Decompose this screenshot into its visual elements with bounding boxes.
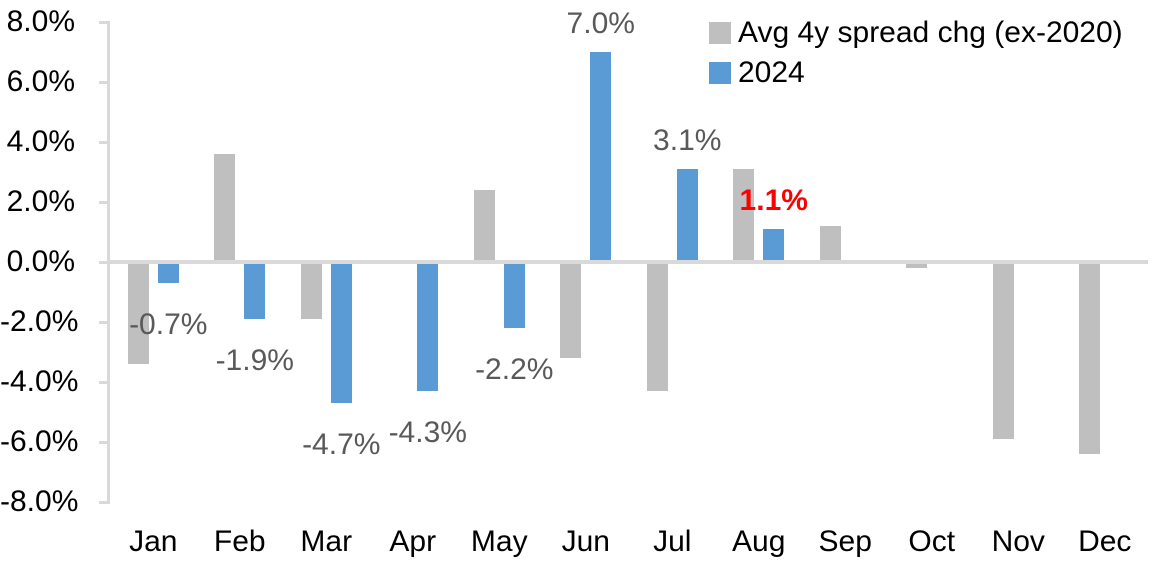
y-axis-tick-label: 6.0%: [6, 65, 75, 98]
x-axis-month-label: Dec: [1078, 525, 1132, 558]
x-axis-month-label: Aug: [732, 525, 786, 558]
legend-label-avg-4y-spread: Avg 4y spread chg (ex-2020): [738, 16, 1123, 49]
bar-avg-4y-spread-chg-ex-2020-dec: [1079, 262, 1101, 454]
zero-axis-line: [110, 260, 1148, 264]
bar-avg-4y-spread-chg-ex-2020-mar: [300, 262, 322, 319]
y-axis-tick-mark: [99, 380, 110, 384]
y-axis-tick-label: -4.0%: [0, 365, 79, 398]
y-axis-tick-label: -8.0%: [0, 485, 79, 518]
x-axis-month-label: May: [470, 525, 528, 558]
y-axis-tick-mark: [99, 20, 110, 24]
bar-avg-4y-spread-chg-ex-2020-sep: [819, 226, 841, 262]
legend-label-2024: 2024: [738, 56, 805, 89]
x-axis-month-label: Jun: [561, 525, 610, 558]
y-axis-tick-mark: [99, 500, 110, 504]
bar-avg-4y-spread-chg-ex-2020-jun: [560, 262, 582, 358]
bar-avg-4y-spread-chg-ex-2020-aug: [733, 169, 755, 262]
bar-avg-4y-spread-chg-ex-2020-nov: [992, 262, 1014, 439]
y-axis-tick-label: -2.0%: [0, 305, 79, 338]
x-axis-month-label: Nov: [991, 525, 1045, 558]
data-label-mar: -4.7%: [302, 428, 381, 461]
data-label-jul: 3.1%: [653, 124, 722, 157]
bar-avg-4y-spread-chg-ex-2020-jan: [127, 262, 149, 364]
bar-2024-jun: [590, 52, 612, 262]
y-axis-tick-mark: [99, 200, 110, 204]
bar-2024-apr: [417, 262, 439, 391]
data-label-apr: -4.3%: [388, 416, 467, 449]
x-axis-month-label: Mar: [300, 525, 353, 558]
data-label-may: -2.2%: [475, 353, 554, 386]
bar-2024-mar: [330, 262, 352, 403]
y-axis-tick-label: 0.0%: [6, 245, 75, 278]
bar-2024-jul: [676, 169, 698, 262]
data-label-jun: 7.0%: [566, 7, 635, 40]
legend-swatch-gray-icon: [709, 22, 731, 44]
legend: Avg 4y spread chg (ex-2020) 2024: [709, 13, 1123, 93]
y-axis-tick-mark: [99, 140, 110, 144]
y-axis-tick-mark: [99, 440, 110, 444]
x-axis-month-label: Oct: [908, 525, 956, 558]
y-axis-tick-label: -6.0%: [0, 425, 79, 458]
y-axis-line: [107, 22, 110, 503]
y-axis-tick-mark: [99, 80, 110, 84]
data-label-aug: 1.1%: [739, 184, 808, 217]
legend-swatch-blue-icon: [709, 62, 731, 84]
x-axis-month-label: Apr: [389, 525, 437, 558]
bar-2024-feb: [244, 262, 266, 319]
bar-avg-4y-spread-chg-ex-2020-oct: [906, 262, 928, 268]
bar-2024-aug: [763, 229, 785, 262]
x-axis-month-label: Feb: [213, 525, 266, 558]
data-label-feb: -1.9%: [215, 344, 294, 377]
x-axis-month-label: Jul: [653, 525, 692, 558]
y-axis-tick-mark: [99, 260, 110, 264]
bar-2024-jan: [157, 262, 179, 283]
legend-item-2024: 2024: [709, 53, 1123, 93]
bar-avg-4y-spread-chg-ex-2020-may: [473, 190, 495, 262]
data-label-jan: -0.7%: [129, 308, 208, 341]
bar-avg-4y-spread-chg-ex-2020-feb: [214, 154, 236, 262]
legend-item-avg-4y-spread: Avg 4y spread chg (ex-2020): [709, 13, 1123, 53]
bar-avg-4y-spread-chg-ex-2020-jul: [646, 262, 668, 391]
y-axis-tick-label: 8.0%: [6, 5, 75, 38]
y-axis-tick-mark: [99, 320, 110, 324]
y-axis-tick-label: 4.0%: [6, 125, 75, 158]
bar-2024-may: [503, 262, 525, 328]
x-axis-month-label: Sep: [818, 525, 872, 558]
y-axis-tick-label: 2.0%: [6, 185, 75, 218]
x-axis-month-label: Jan: [129, 525, 178, 558]
